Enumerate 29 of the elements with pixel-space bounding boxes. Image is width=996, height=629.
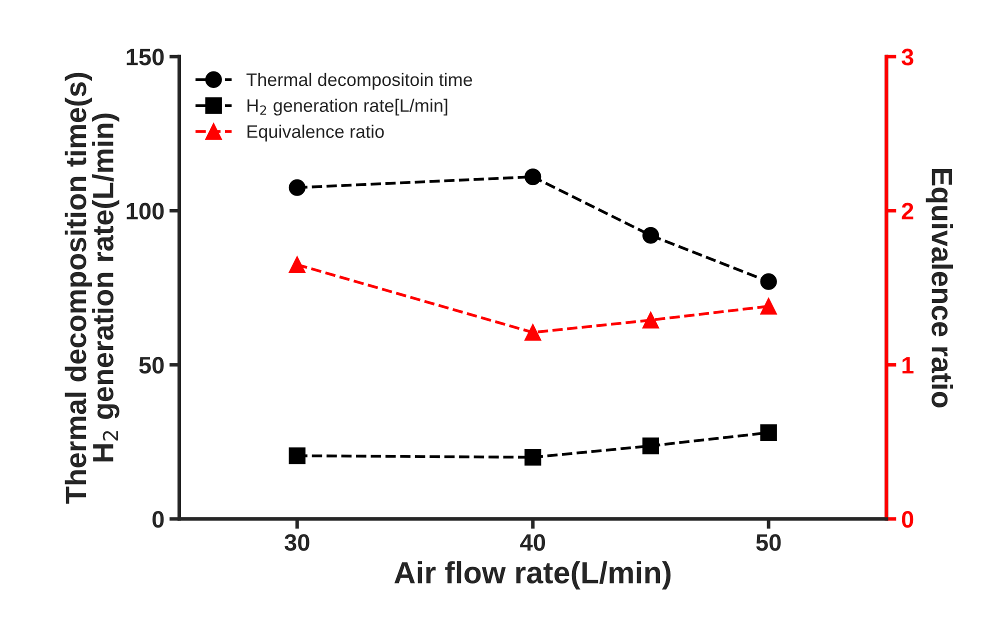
y2-tick-label: 2 [902, 202, 914, 220]
y-tick-label: 0 [152, 510, 164, 528]
point [288, 447, 306, 464]
legend-label: Equivalence ratio [248, 124, 384, 142]
x-axis-title: Air flow rate(L/min) [394, 561, 671, 590]
point [524, 324, 542, 341]
y-tick-label: 150 [126, 48, 164, 66]
point [288, 256, 306, 273]
point [642, 227, 660, 244]
legend-label: H$_{2}$ generation rate[L/min] [248, 98, 448, 116]
y-tick-label: 50 [139, 356, 164, 374]
y2-tick-label: 0 [902, 510, 914, 528]
x-tick-label: 30 [284, 534, 310, 551]
point [760, 273, 777, 290]
point [760, 298, 777, 315]
point [524, 448, 542, 466]
point [642, 312, 660, 328]
point [288, 179, 306, 196]
point [642, 438, 660, 454]
legend-label: Thermal decompositoin time [246, 72, 472, 90]
point [524, 168, 542, 186]
y2-axis-title: Equivalence ratio [926, 168, 954, 408]
y2-tick-label: 3 [902, 48, 914, 66]
y-tick-label: 100 [126, 202, 164, 220]
x-tick-label: 50 [756, 534, 781, 551]
y-axis-title: Thermal decomposition time(s) H$_{2}$ generation rate(L/min) [64, 72, 120, 504]
point [760, 424, 777, 441]
y2-tick-label: 1 [902, 357, 914, 374]
x-tick-label: 40 [520, 534, 546, 551]
